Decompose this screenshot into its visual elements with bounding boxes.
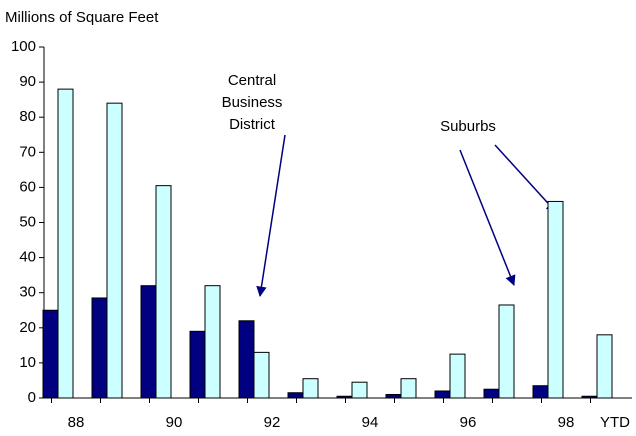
x-tick-label: YTD (600, 414, 630, 431)
bar (532, 385, 549, 399)
bar (483, 388, 500, 399)
y-tick-label: 20 (19, 319, 36, 336)
x-tick-label: 88 (68, 414, 85, 431)
arrow (459, 149, 516, 286)
bar (400, 378, 417, 399)
arrow (494, 144, 557, 213)
y-tick-label: 70 (19, 143, 36, 160)
bar (189, 330, 206, 399)
bar (336, 395, 353, 399)
y-tick-label: 0 (28, 389, 36, 406)
x-tick-label: 94 (362, 414, 379, 431)
bar (498, 304, 515, 399)
y-tick-label: 90 (19, 73, 36, 90)
bar (57, 88, 74, 399)
x-tick-label: 90 (166, 414, 183, 431)
y-tick-label: 30 (19, 284, 36, 301)
annotation: Central Business District (222, 72, 283, 133)
y-tick-label: 10 (19, 354, 36, 371)
bar (434, 390, 451, 399)
y-tick-label: 50 (19, 213, 36, 230)
bar (596, 334, 613, 399)
bar (106, 102, 123, 399)
bar (204, 285, 221, 399)
bar (140, 285, 157, 399)
bar (449, 353, 466, 399)
bar (253, 351, 270, 399)
bar (287, 392, 304, 399)
y-tick-label: 100 (11, 38, 36, 55)
x-tick-label: 98 (558, 414, 575, 431)
bar (42, 309, 59, 399)
bar (547, 200, 564, 399)
bar (385, 393, 402, 399)
y-tick-label: 60 (19, 178, 36, 195)
bar (581, 395, 598, 399)
y-axis-label: Millions of Square Feet (5, 9, 159, 26)
y-tick-label: 80 (19, 108, 36, 125)
x-tick-label: 96 (460, 414, 477, 431)
annotation: Suburbs (440, 118, 496, 135)
bar (91, 297, 108, 399)
x-tick-label: 92 (264, 414, 281, 431)
bar (302, 378, 319, 399)
arrow (256, 134, 286, 298)
bar (351, 381, 368, 399)
y-tick-label: 40 (19, 249, 36, 266)
bar (238, 320, 255, 399)
bar (155, 185, 172, 399)
